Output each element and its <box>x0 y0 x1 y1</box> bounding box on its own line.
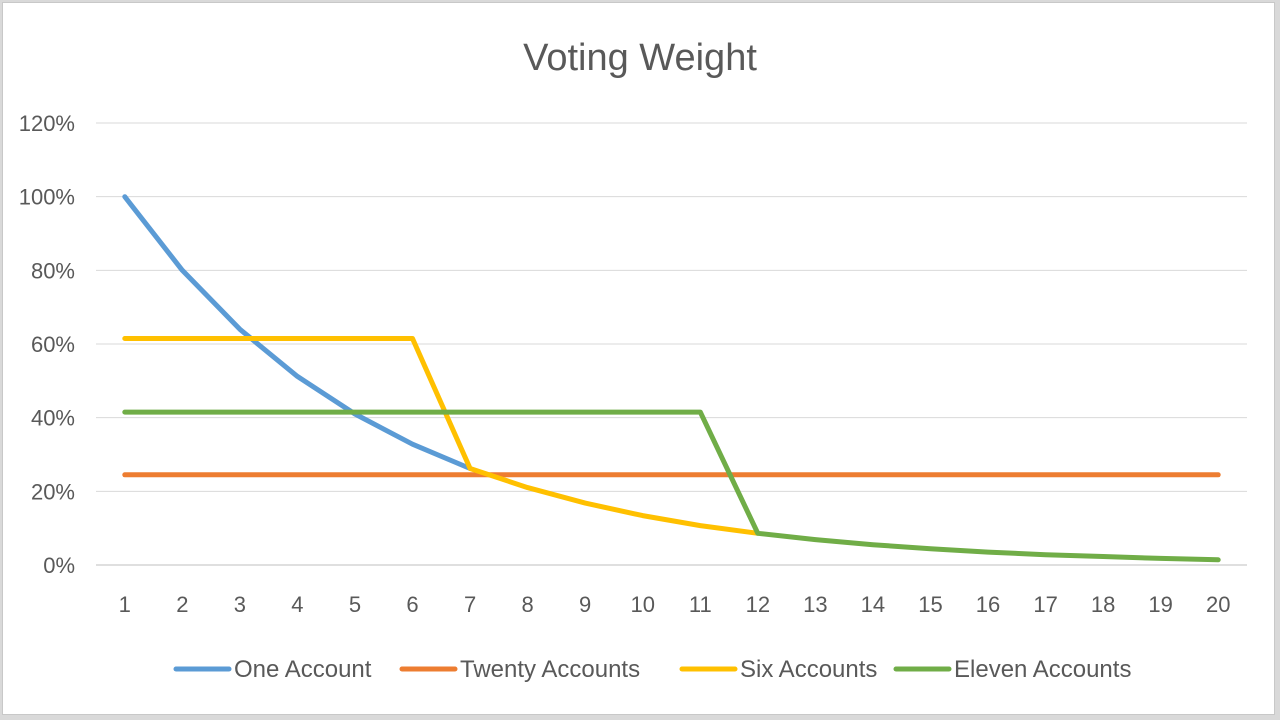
x-tick-label: 13 <box>803 592 827 617</box>
legend-label: Eleven Accounts <box>954 656 1131 683</box>
x-tick-label: 15 <box>918 592 942 617</box>
x-tick-label: 3 <box>234 592 246 617</box>
legend-label: Six Accounts <box>740 656 877 683</box>
series-lines <box>122 194 1221 563</box>
x-tick-label: 1 <box>119 592 131 617</box>
chart-title: Voting Weight <box>523 37 757 79</box>
x-tick-label: 16 <box>976 592 1000 617</box>
x-tick-label: 14 <box>861 592 885 617</box>
x-tick-label: 12 <box>746 592 770 617</box>
x-tick-label: 11 <box>689 592 712 617</box>
y-tick-label: 100% <box>19 185 75 210</box>
series-line-eleven-accounts <box>122 409 1221 563</box>
x-tick-label: 20 <box>1206 592 1230 617</box>
y-tick-label: 20% <box>31 479 75 504</box>
legend-label: Twenty Accounts <box>460 656 640 683</box>
y-tick-label: 60% <box>31 332 75 357</box>
x-tick-label: 6 <box>406 592 418 617</box>
x-tick-label: 5 <box>349 592 361 617</box>
y-tick-label: 40% <box>31 406 75 431</box>
x-tick-label: 2 <box>176 592 188 617</box>
y-tick-label: 0% <box>43 553 75 578</box>
x-tick-label: 18 <box>1091 592 1115 617</box>
legend: One Account Twenty Accounts Six Accounts El… <box>173 656 1131 683</box>
x-tick-label: 19 <box>1148 592 1172 617</box>
x-tick-label: 4 <box>291 592 303 617</box>
x-tick-label: 17 <box>1033 592 1057 617</box>
gridlines <box>96 122 1247 566</box>
y-tick-label: 80% <box>31 258 75 283</box>
legend-label: One Account <box>234 656 372 683</box>
series-line-six-accounts <box>122 336 761 536</box>
x-tick-label: 10 <box>630 592 654 617</box>
x-tick-label: 7 <box>464 592 476 617</box>
series-line-one-account <box>122 194 473 471</box>
y-axis-ticks: 0% 20% 40% 60% 80% 100% 120% <box>19 111 75 578</box>
y-tick-label: 120% <box>19 111 75 136</box>
x-tick-label: 8 <box>522 592 534 617</box>
x-axis-ticks: 1 2 3 4 5 6 7 8 9 10 11 12 13 14 15 16 17 18 19 20 <box>119 592 1231 617</box>
x-tick-label: 9 <box>579 592 591 617</box>
